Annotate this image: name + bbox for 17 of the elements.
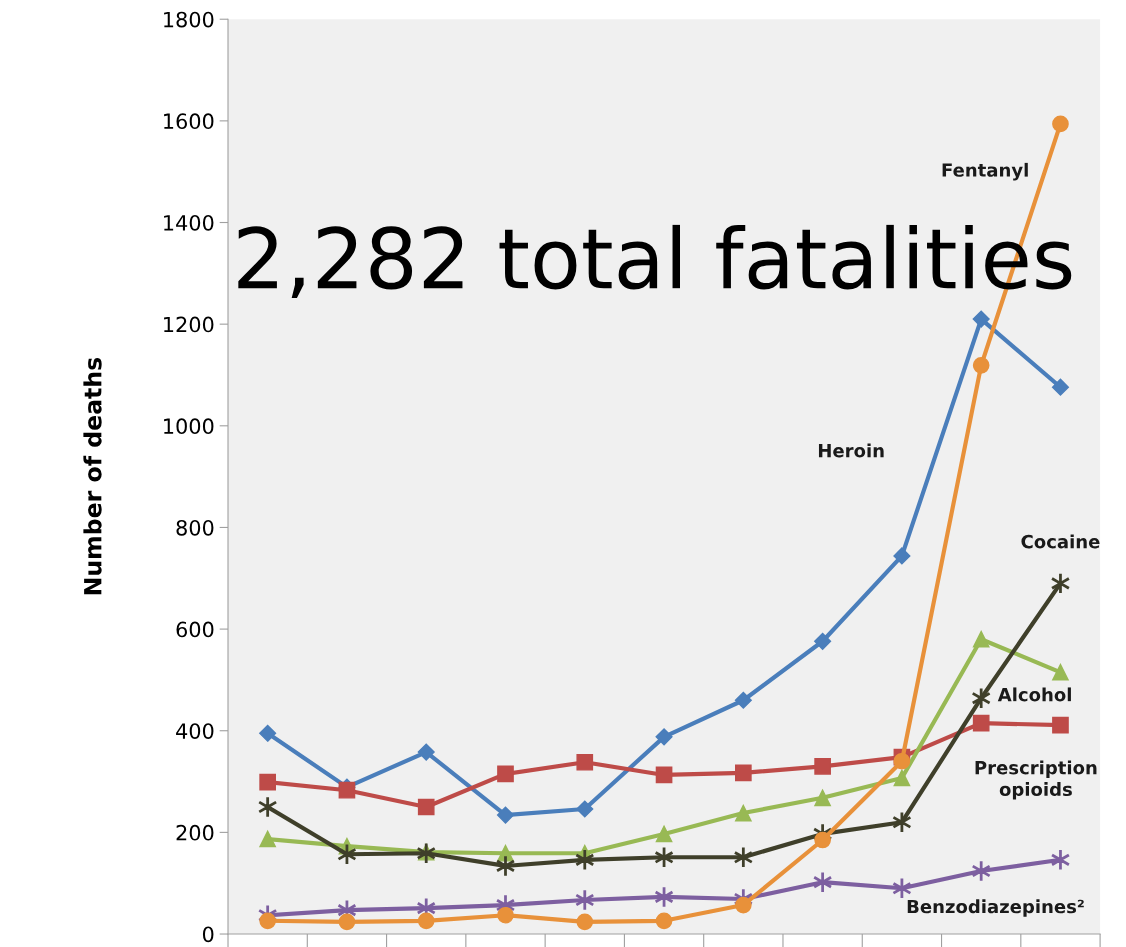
- y-tick-label: 1000: [164, 418, 214, 435]
- series-label: Cocaine: [1021, 534, 1100, 549]
- y-tick-label: 400: [176, 723, 214, 739]
- y-tick-label: 1400: [164, 214, 214, 231]
- y-tick-label: 600: [176, 621, 214, 638]
- y-tick-label: 1800: [164, 11, 214, 28]
- y-tick-label: 1600: [164, 113, 214, 130]
- series-label: Fentanyl: [942, 162, 1028, 181]
- y-axis-title: Number of deaths: [83, 357, 102, 595]
- series-label: Benzodiazepines²: [907, 899, 1084, 917]
- y-tick-label: 800: [176, 519, 214, 536]
- y-tick-label: 1200: [164, 316, 214, 333]
- y-tick-label: 200: [176, 824, 214, 841]
- text: Heroin: [818, 443, 884, 458]
- series-label: Prescription opioids: [975, 760, 1097, 800]
- series-label: Alcohol: [997, 687, 1071, 702]
- y-tick-label: 0: [202, 926, 214, 943]
